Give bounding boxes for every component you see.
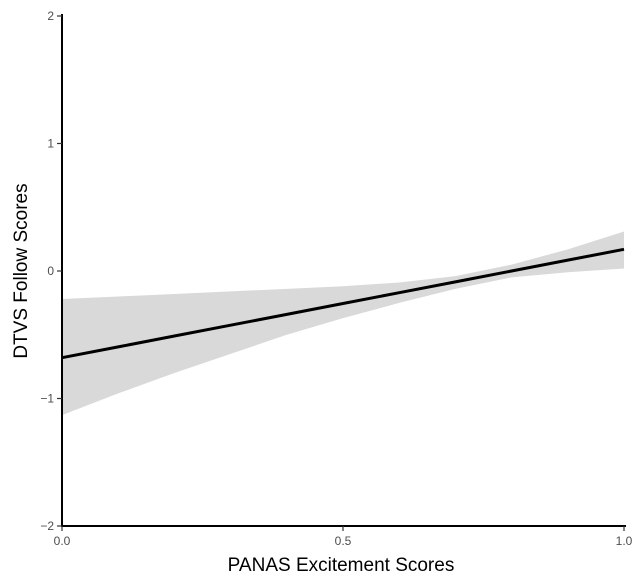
- x-tick-label: 1.0: [616, 534, 633, 548]
- x-axis-title: PANAS Excitement Scores: [228, 555, 455, 576]
- x-tick-label: 0.5: [335, 534, 352, 548]
- x-tick-label: 0.0: [54, 534, 71, 548]
- tick-marks-and-labels: −2 −1 0 1 2 0.0 0.5 1.0: [40, 9, 632, 548]
- regression-line-layer: [61, 247, 625, 360]
- regression-line-0: [61, 247, 625, 360]
- y-tick-label: 1: [47, 137, 54, 151]
- confidence-band-0: [62, 231, 624, 416]
- y-tick-label: 2: [47, 9, 54, 23]
- y-axis-title: DTVS Follow Scores: [11, 183, 32, 358]
- y-tick-label: −2: [40, 519, 54, 533]
- y-tick-label: −1: [40, 392, 54, 406]
- confidence-band-layer: [62, 231, 624, 416]
- y-tick-label: 0: [47, 264, 54, 278]
